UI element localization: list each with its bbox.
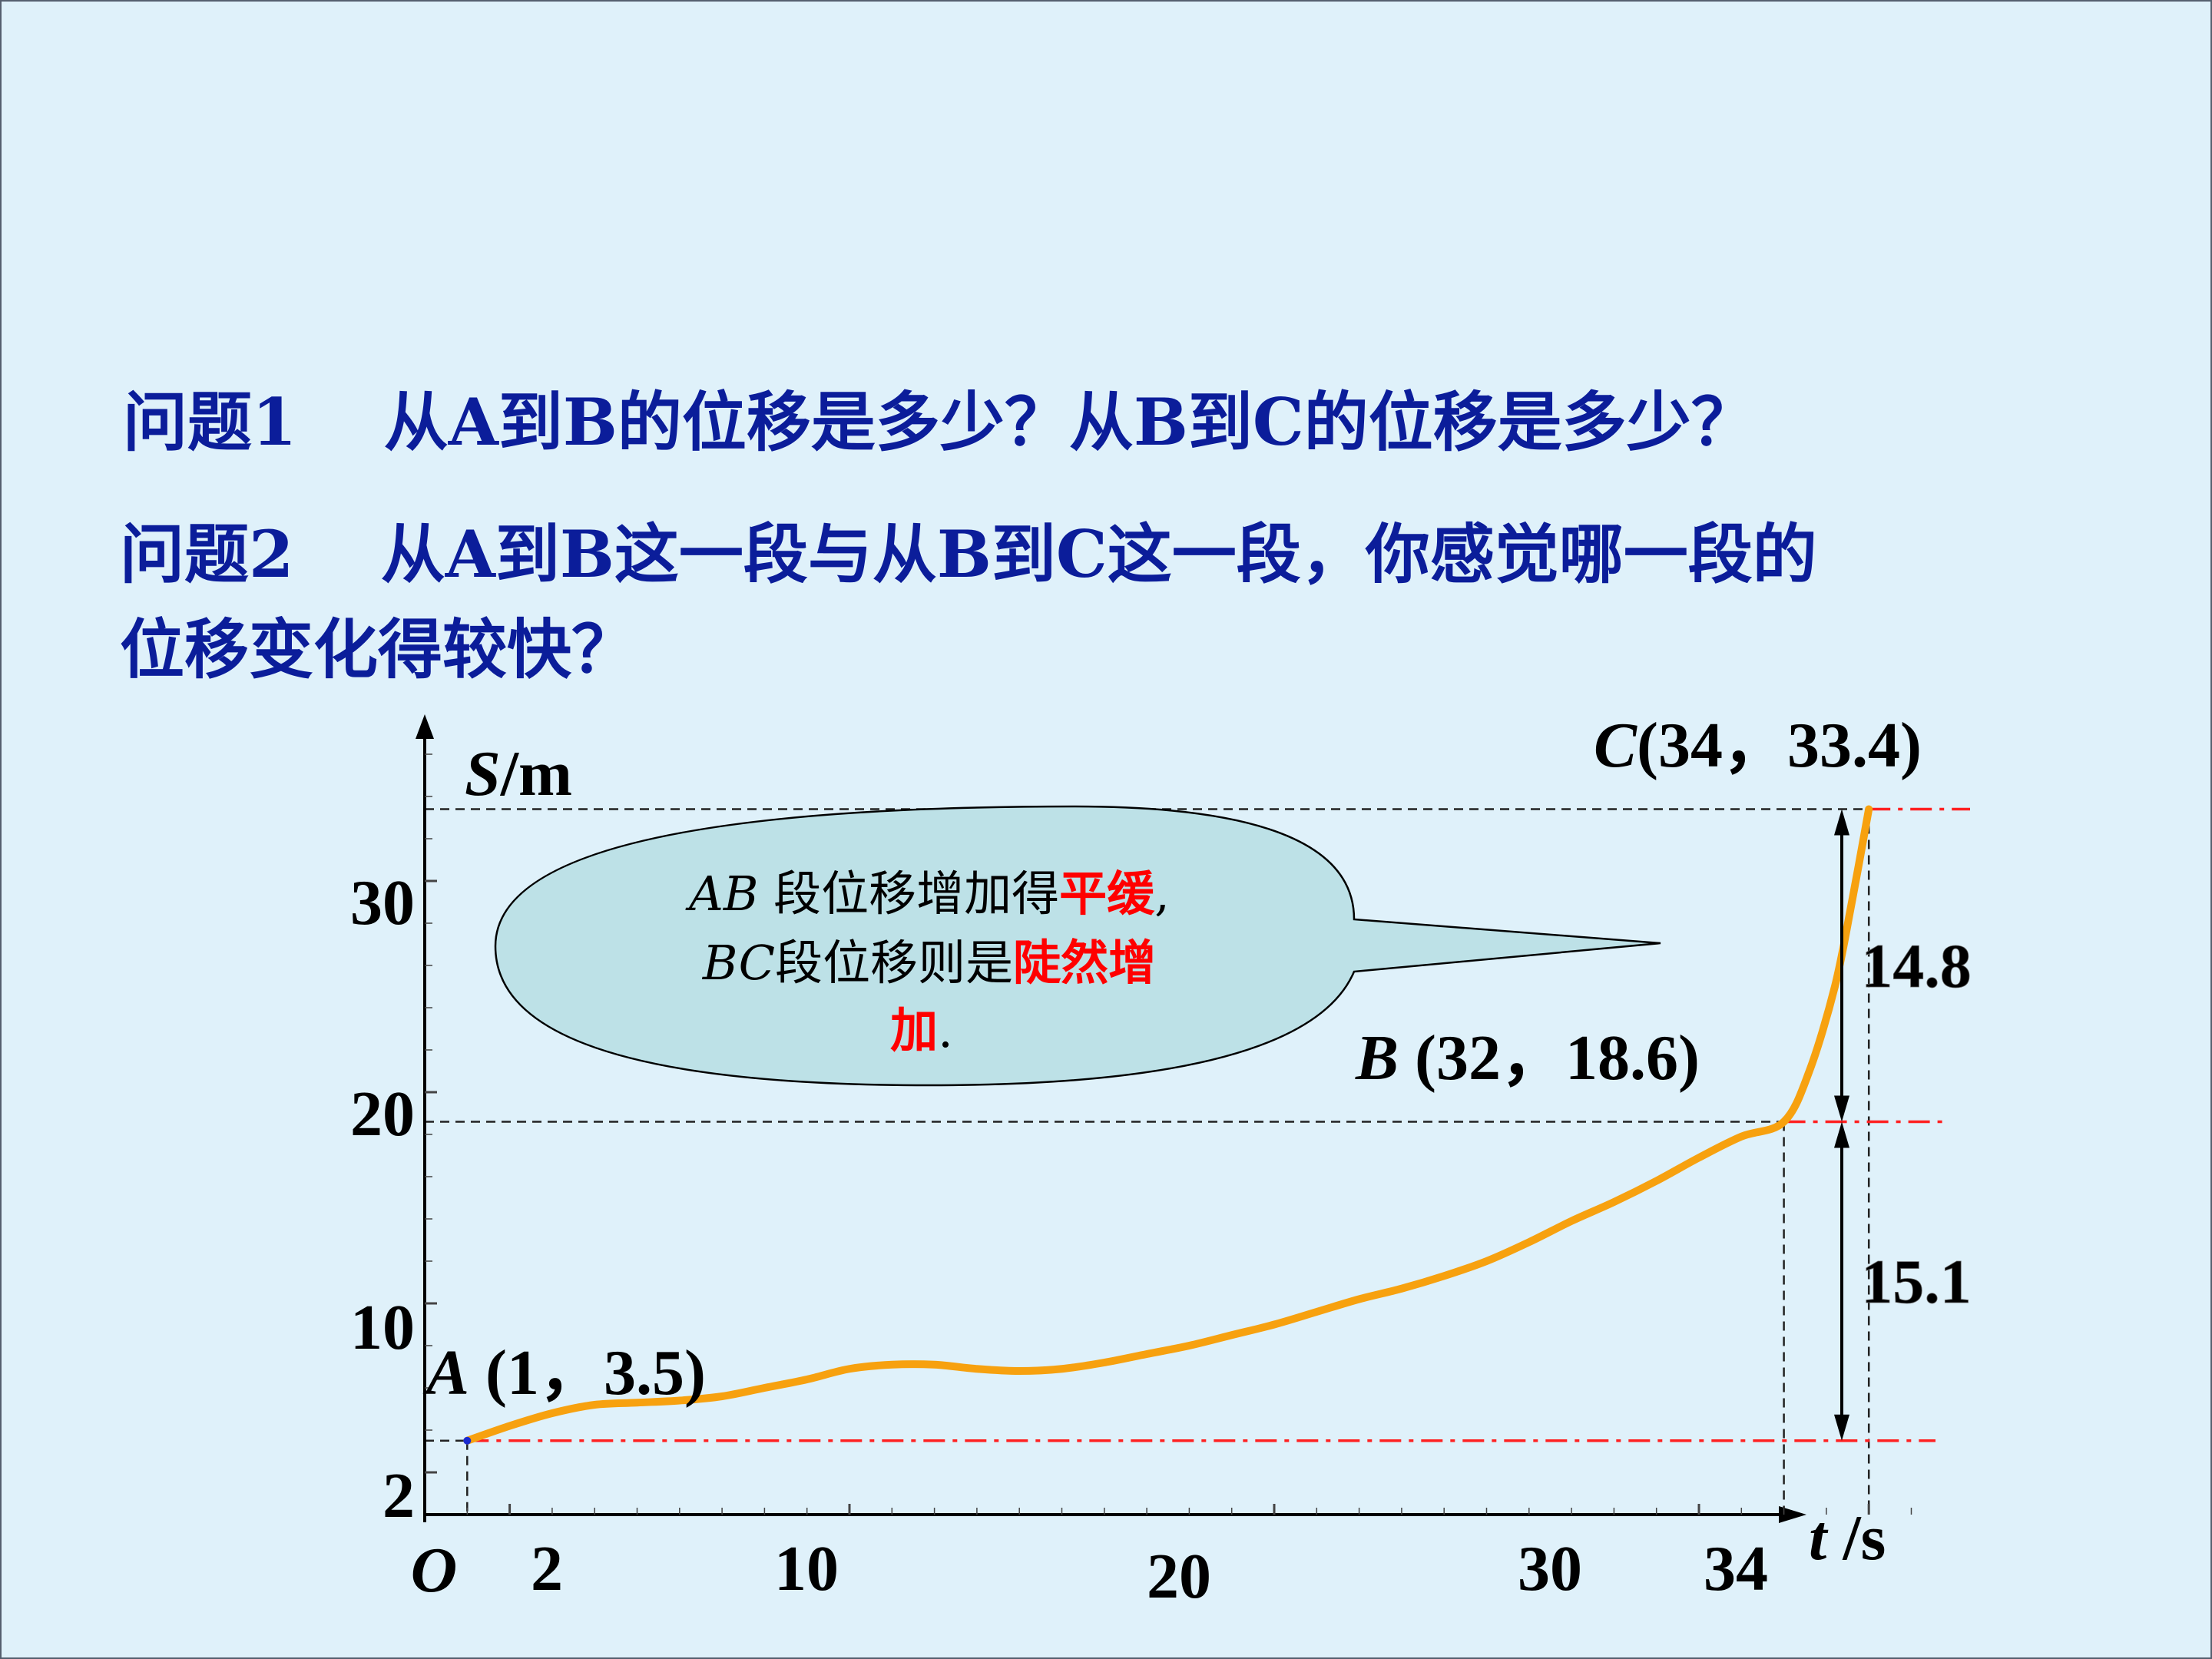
y-axis-arrow <box>416 714 434 739</box>
curve-layer <box>463 805 1873 1445</box>
y-tick-label: 2 <box>382 1460 415 1532</box>
x-axis-title: t /s <box>1809 1502 1886 1574</box>
x-tick-label: 20 <box>1147 1541 1211 1612</box>
origin-label: O <box>411 1535 458 1606</box>
callout-line-2: BC段位移则是陡然增 <box>702 935 1156 991</box>
x-tick-label: 30 <box>1518 1533 1582 1604</box>
difference-arrow-head-bottom <box>1834 1095 1849 1122</box>
y-axis-title: S/m <box>465 738 572 810</box>
axes <box>416 714 1806 1523</box>
x-tick-label: 34 <box>1704 1533 1768 1604</box>
difference-arrow-head-top <box>1834 809 1849 836</box>
y-tick-label: 10 <box>350 1292 415 1363</box>
y-tick-label: 30 <box>350 867 415 939</box>
callout-line-1: AB 段位移增加得平缓, <box>685 866 1170 922</box>
x-tick-label: 2 <box>531 1533 563 1604</box>
question-2-line-2: 位移变化得较快？ <box>120 611 637 687</box>
callout-line-3: 加. <box>890 1002 953 1058</box>
point-label-a: A (1，3.5) <box>422 1337 706 1409</box>
question-1: 问题1 从A到B的位移是多少？从B到C的位移是多少？ <box>123 384 1756 460</box>
chart-labels: 14.8 15.1 2 10 20 30 34 2 10 20 30 O S/m t /s A (1，3.5… <box>350 710 1972 1612</box>
difference-label: 14.8 <box>1861 931 1972 1001</box>
x-tick-label: 10 <box>774 1533 839 1604</box>
axis-ticks <box>425 753 1912 1515</box>
question-2-line-1: 问题2 从A到B这一段与从B到C这一段，你感觉哪一段的 <box>120 516 1817 592</box>
difference-arrow-head-bottom <box>1834 1414 1849 1441</box>
point-label-c: C(34，33.4) <box>1594 710 1922 781</box>
x-axis-arrow <box>1779 1506 1806 1523</box>
point-label-b: B (32，18.6) <box>1355 1022 1700 1094</box>
difference-arrow-head-top <box>1834 1121 1849 1148</box>
point-a-marker <box>463 1436 472 1445</box>
callout-bubble: AB 段位移增加得平缓, BC段位移则是陡然增 加. <box>494 805 1661 1087</box>
difference-label: 15.1 <box>1861 1247 1972 1316</box>
y-tick-label: 20 <box>350 1078 415 1150</box>
displacement-curve <box>463 805 1873 1445</box>
